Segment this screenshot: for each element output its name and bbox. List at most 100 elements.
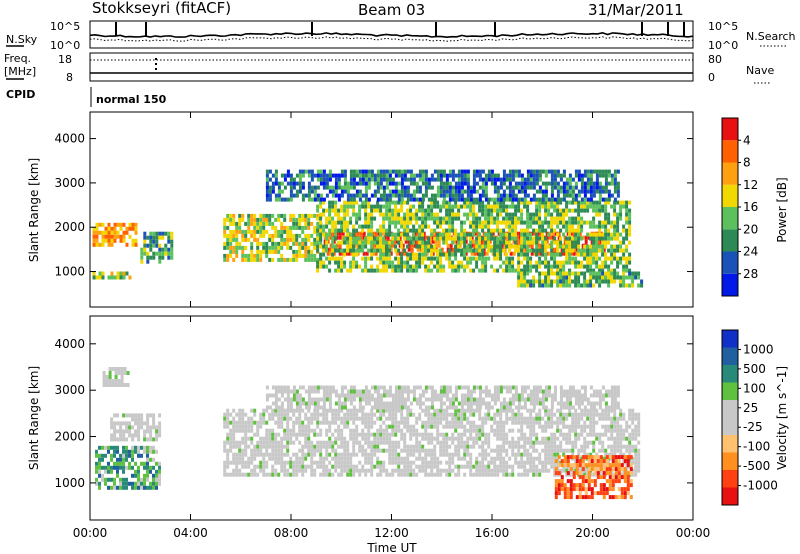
power-cell — [331, 208, 335, 213]
power-cell — [400, 200, 404, 205]
power-cell — [362, 251, 366, 256]
power-cell — [451, 224, 455, 229]
power-cell — [613, 177, 617, 182]
power-cell — [337, 220, 341, 225]
power-cell — [526, 181, 530, 186]
velocity-cell — [152, 457, 155, 462]
velocity-cell — [415, 432, 419, 437]
velocity-cell — [544, 420, 548, 425]
velocity-cell — [152, 465, 155, 470]
power-cell — [598, 173, 602, 178]
power-cell — [143, 243, 147, 248]
power-cell — [409, 173, 413, 178]
power-cell — [505, 264, 509, 269]
power-cell — [101, 271, 105, 276]
velocity-cell — [343, 420, 347, 425]
power-cell — [610, 252, 614, 257]
power-cell — [410, 243, 414, 248]
velocity-cell — [520, 424, 524, 429]
velocity-cell — [469, 468, 473, 473]
velocity-cell — [116, 421, 120, 426]
velocity-cell — [137, 433, 141, 438]
power-cell — [415, 181, 419, 186]
power-cell — [520, 228, 524, 233]
power-cell — [571, 189, 575, 194]
power-cell — [466, 200, 470, 205]
velocity-cell — [146, 461, 149, 466]
velocity-cell — [550, 444, 554, 449]
power-cell — [337, 264, 341, 269]
velocity-cell — [155, 485, 158, 490]
power-cell — [418, 228, 422, 233]
velocity-cell — [376, 464, 380, 469]
velocity-cell — [140, 413, 144, 418]
power-cell — [505, 224, 509, 229]
power-cell — [322, 248, 326, 253]
velocity-cell — [526, 468, 530, 473]
power-cell — [466, 204, 470, 209]
power-cell — [487, 204, 491, 209]
power-cell — [394, 204, 398, 209]
velocity-cell — [478, 412, 482, 417]
velocity-cell — [589, 428, 593, 433]
velocity-cell — [625, 428, 629, 433]
velocity-cell — [535, 412, 539, 417]
velocity-cell — [526, 452, 530, 457]
velocity-cell — [409, 408, 413, 413]
velocity-cell — [460, 456, 464, 461]
power-cell — [361, 248, 365, 253]
velocity-cell — [307, 408, 311, 413]
power-cell — [268, 189, 272, 194]
power-cell — [613, 236, 617, 241]
power-cell — [457, 264, 461, 269]
power-cell — [229, 229, 233, 234]
velocity-cell — [98, 461, 101, 466]
power-cell — [352, 256, 356, 261]
power-cell — [616, 169, 620, 174]
power-cell — [598, 236, 602, 241]
velocity-cell — [113, 433, 117, 438]
power-cell — [466, 264, 470, 269]
power-cell — [436, 200, 440, 205]
power-cell — [319, 264, 323, 269]
power-cell — [526, 283, 530, 288]
velocity-cell — [119, 437, 123, 442]
velocity-cell — [607, 424, 611, 429]
velocity-cell — [403, 436, 407, 441]
power-cell — [562, 216, 566, 221]
velocity-cell — [283, 452, 287, 457]
velocity-cell — [427, 416, 431, 421]
velocity-cell — [556, 436, 560, 441]
power-cell — [601, 169, 605, 174]
power-cell — [229, 213, 233, 218]
velocity-cell — [517, 452, 521, 457]
power-cell — [598, 275, 602, 280]
power-cell — [436, 220, 440, 225]
velocity-cell — [152, 437, 156, 442]
power-cell — [547, 200, 551, 205]
power-cell — [388, 248, 392, 253]
power-cell — [619, 256, 623, 261]
power-cell — [361, 193, 365, 198]
velocity-cell — [295, 432, 299, 437]
power-cell — [382, 220, 386, 225]
power-cell — [595, 275, 599, 280]
velocity-cell — [373, 436, 377, 441]
power-cell — [367, 197, 371, 202]
power-cell — [499, 240, 503, 245]
power-cell — [490, 264, 494, 269]
power-cell — [544, 220, 548, 225]
velocity-cell — [406, 460, 410, 465]
power-cell — [553, 252, 557, 257]
power-cell — [484, 193, 488, 198]
velocity-cell — [406, 428, 410, 433]
velocity-cell — [613, 436, 617, 441]
velocity-cell — [289, 436, 293, 441]
velocity-cell — [280, 416, 284, 421]
power-cell — [517, 268, 521, 273]
power-cell — [352, 193, 356, 198]
velocity-cell — [538, 468, 542, 473]
power-cell — [502, 204, 506, 209]
power-cell — [592, 185, 596, 190]
velocity-cell — [310, 472, 314, 477]
